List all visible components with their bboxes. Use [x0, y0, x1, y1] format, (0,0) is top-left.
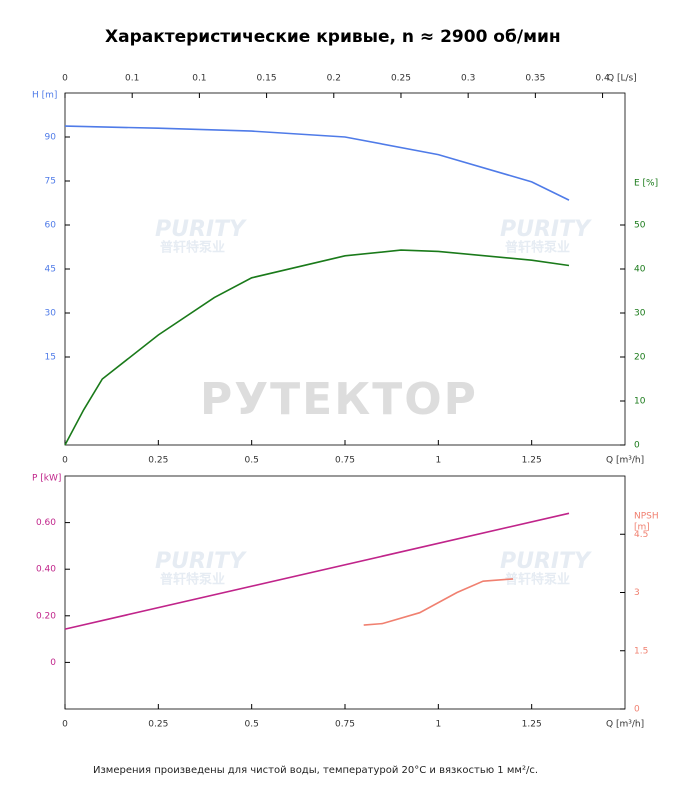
y2-tick-label: 50	[634, 221, 646, 231]
y2-tick-label: 40	[634, 265, 646, 275]
x-tick-label: 0	[62, 456, 68, 466]
x-tick-label: 0.75	[335, 720, 355, 730]
x-tick-label: 1.25	[522, 456, 542, 466]
logo: PURITY	[155, 549, 247, 574]
x2-tick-label: 0.4	[595, 74, 610, 84]
series-line	[64, 249, 570, 446]
logo-sub: 普轩特泵业	[160, 572, 225, 588]
series-line	[363, 578, 514, 626]
y-tick-label: 0	[50, 658, 56, 668]
y-tick-label: 0.60	[36, 518, 56, 528]
logo: PURITY	[500, 217, 592, 242]
x-tick-label: 0.25	[148, 456, 168, 466]
x2-tick-label: 0.1	[125, 74, 139, 84]
x2-tick-label: 0.15	[257, 74, 277, 84]
x-tick-label: 1	[435, 456, 441, 466]
logo-sub: 普轩特泵业	[160, 240, 225, 256]
x2-axis-label: Q [L/s]	[607, 74, 637, 84]
y2-tick-label: 10	[634, 397, 646, 407]
y-tick-label: 0.40	[36, 565, 56, 575]
x-tick-label: 1.25	[522, 720, 542, 730]
logo: PURITY	[500, 549, 592, 574]
y2-tick-label: 4.5	[634, 530, 648, 540]
x-axis-label: Q [m³/h]	[606, 720, 644, 730]
x-tick-label: 0.25	[148, 720, 168, 730]
y-axis-label: P [kW]	[32, 474, 61, 484]
y2-tick-label: 3	[634, 588, 640, 598]
footer: Измерения произведены для чистой воды, т…	[93, 765, 538, 776]
x2-tick-label: 0.25	[391, 74, 411, 84]
y2-tick-label: 0	[634, 441, 640, 451]
x2-tick-label: 0.35	[525, 74, 545, 84]
x-axis-label: Q [m³/h]	[606, 456, 644, 466]
y2-tick-label: 0	[634, 705, 640, 715]
x-tick-label: 0.75	[335, 456, 355, 466]
x2-tick-label: 0.3	[461, 74, 475, 84]
y2-tick-label: 30	[634, 309, 646, 319]
y-tick-label: 45	[45, 265, 56, 275]
title: Характеристические кривые, n ≈ 2900 об/м…	[105, 27, 561, 47]
y-tick-label: 0.20	[36, 611, 56, 621]
logo-sub: 普轩特泵业	[505, 572, 570, 588]
series-line	[64, 125, 570, 201]
logo: PURITY	[155, 217, 247, 242]
x2-tick-label: 0.2	[327, 74, 341, 84]
plot-frame	[64, 475, 626, 710]
y-axis-label: H [m]	[32, 91, 57, 101]
x-tick-label: 0	[62, 720, 68, 730]
y2-axis-label: NPSH	[634, 512, 659, 522]
y2-axis-label: [m]	[634, 523, 650, 533]
x-tick-label: 0.5	[245, 456, 259, 466]
x2-tick-label: 0.1	[192, 74, 206, 84]
y-tick-label: 30	[45, 309, 57, 319]
watermark: РУТЕКТОР	[200, 374, 478, 425]
x-tick-label: 1	[435, 720, 441, 730]
y-tick-label: 75	[45, 177, 56, 187]
x2-tick-label: 0	[62, 74, 68, 84]
y2-axis-label: E [%]	[634, 179, 658, 189]
x-tick-label: 0.5	[245, 720, 259, 730]
y-tick-label: 15	[45, 353, 56, 363]
logos: PURITY 普轩特泵业 PURITY 普轩特泵业 PURITY 普轩特泵业 P…	[155, 217, 592, 588]
y2-tick-label: 20	[634, 353, 646, 363]
series-line	[64, 512, 570, 630]
y2-tick-label: 1.5	[634, 646, 648, 656]
logo-sub: 普轩特泵业	[505, 240, 570, 256]
y-tick-label: 90	[45, 133, 57, 143]
y-tick-label: 60	[45, 221, 57, 231]
